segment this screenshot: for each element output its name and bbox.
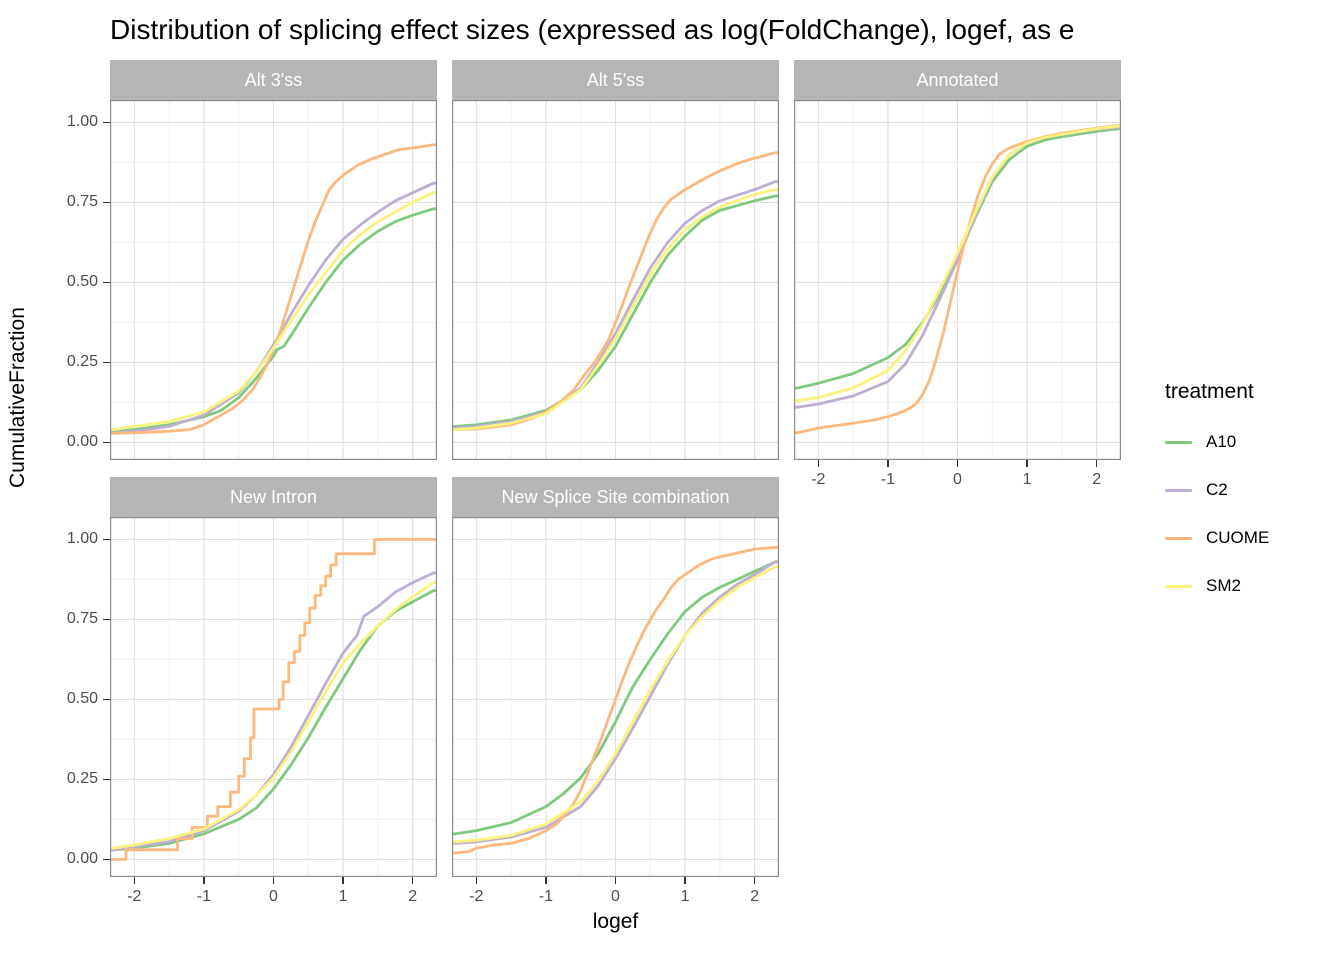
facet-strip: New Intron bbox=[110, 477, 437, 517]
legend-label: CUOME bbox=[1206, 528, 1270, 547]
legend-label: SM2 bbox=[1206, 576, 1241, 595]
x-tick-label: 2 bbox=[750, 888, 760, 905]
y-tick-mark bbox=[103, 361, 110, 364]
y-tick-label: 0.00 bbox=[66, 850, 98, 868]
y-tick-mark bbox=[103, 441, 110, 444]
facet-strip: New Splice Site combination bbox=[452, 477, 779, 517]
x-tick-mark bbox=[342, 877, 344, 884]
x-tick-mark bbox=[614, 877, 617, 884]
x-tick-label: 1 bbox=[338, 888, 348, 905]
ecdf-line-sm2 bbox=[110, 191, 437, 432]
y-tick-mark bbox=[103, 858, 110, 861]
ecdf-line-cuome bbox=[452, 545, 779, 855]
y-tick-mark bbox=[103, 121, 110, 124]
y-tick-mark bbox=[103, 778, 110, 781]
legend-items: A10 C2 CUOME SM2 bbox=[1165, 418, 1269, 610]
ecdf-line-sm2 bbox=[452, 565, 779, 844]
y-tick-label: 0.50 bbox=[66, 690, 98, 708]
x-tick-mark bbox=[1096, 460, 1098, 467]
x-tick-mark bbox=[412, 877, 414, 884]
x-tick-mark bbox=[684, 877, 686, 884]
y-tick-mark bbox=[103, 281, 110, 284]
x-tick-label: 0 bbox=[269, 888, 278, 905]
x-tick-label: -2 bbox=[469, 888, 484, 905]
x-tick-label: 0 bbox=[953, 471, 962, 488]
facet-strip: Annotated bbox=[794, 60, 1121, 100]
legend-key-line bbox=[1165, 536, 1192, 540]
facet-panel bbox=[452, 517, 779, 877]
x-tick-mark bbox=[887, 460, 889, 467]
y-tick-label: 0.25 bbox=[66, 770, 98, 788]
legend-label: C2 bbox=[1206, 480, 1228, 499]
facet-panel bbox=[110, 100, 437, 460]
ecdf-line-sm2 bbox=[110, 581, 437, 850]
legend-key-line bbox=[1165, 488, 1192, 492]
y-tick-label: 0.00 bbox=[66, 433, 98, 451]
x-tick-label: -1 bbox=[538, 888, 554, 905]
y-tick-label: 1.00 bbox=[66, 113, 98, 131]
legend: treatment A10 C2 CUOME SM2 bbox=[1165, 380, 1269, 610]
y-tick-label: 0.75 bbox=[66, 610, 98, 628]
ecdf-line-c2 bbox=[110, 181, 437, 435]
legend-key-line bbox=[1165, 584, 1192, 588]
x-tick-mark bbox=[545, 877, 547, 884]
legend-item-cuome: CUOME bbox=[1165, 514, 1269, 562]
y-tick-label: 0.75 bbox=[66, 193, 98, 211]
x-tick-label: 1 bbox=[1022, 471, 1032, 488]
legend-item-a10: A10 bbox=[1165, 418, 1269, 466]
x-tick-label: -1 bbox=[196, 888, 212, 905]
x-tick-label: -1 bbox=[880, 471, 896, 488]
x-tick-mark bbox=[475, 877, 477, 884]
y-tick-label: 1.00 bbox=[66, 530, 98, 548]
ecdf-line-a10 bbox=[452, 560, 779, 836]
x-tick-label: 2 bbox=[408, 888, 418, 905]
x-tick-mark bbox=[133, 877, 135, 884]
legend-item-c2: C2 bbox=[1165, 466, 1269, 514]
y-tick-mark bbox=[103, 698, 110, 701]
facet-panel bbox=[794, 100, 1121, 460]
x-tick-label: -2 bbox=[127, 888, 142, 905]
plot-title: Distribution of splicing effect sizes (e… bbox=[110, 14, 1075, 45]
ecdf-line-sm2 bbox=[452, 188, 779, 432]
x-tick-mark bbox=[817, 460, 819, 467]
y-tick-mark bbox=[103, 538, 110, 541]
x-tick-mark bbox=[754, 877, 756, 884]
y-tick-label: 0.25 bbox=[66, 353, 98, 371]
facet-strip: Alt 5'ss bbox=[452, 60, 779, 100]
ecdf-line-sm2 bbox=[794, 124, 1121, 403]
ecdf-line-c2 bbox=[452, 180, 779, 430]
x-tick-label: 0 bbox=[611, 888, 620, 905]
ecdf-line-c2 bbox=[452, 560, 779, 845]
facet-panel bbox=[110, 517, 437, 877]
legend-title: treatment bbox=[1165, 380, 1254, 403]
x-tick-label: 1 bbox=[680, 888, 690, 905]
ecdf-line-a10 bbox=[110, 589, 437, 852]
x-tick-mark bbox=[272, 877, 275, 884]
facet-panel bbox=[452, 100, 779, 460]
x-tick-mark bbox=[956, 460, 959, 467]
x-axis-title: logef bbox=[592, 910, 639, 933]
legend-key-line bbox=[1165, 440, 1192, 444]
legend-label: A10 bbox=[1206, 432, 1237, 451]
facet-strip: Alt 3'ss bbox=[110, 60, 437, 100]
x-tick-label: -2 bbox=[811, 471, 826, 488]
x-tick-label: 2 bbox=[1092, 471, 1102, 488]
x-tick-mark bbox=[203, 877, 205, 884]
ecdf-line-cuome bbox=[110, 143, 437, 435]
y-tick-mark bbox=[103, 201, 110, 204]
y-tick-label: 0.50 bbox=[66, 273, 98, 291]
y-tick-mark bbox=[103, 618, 110, 621]
legend-item-sm2: SM2 bbox=[1165, 562, 1269, 610]
ecdf-line-a10 bbox=[452, 194, 779, 428]
ecdf-line-c2 bbox=[110, 571, 437, 852]
x-tick-mark bbox=[1026, 460, 1028, 467]
